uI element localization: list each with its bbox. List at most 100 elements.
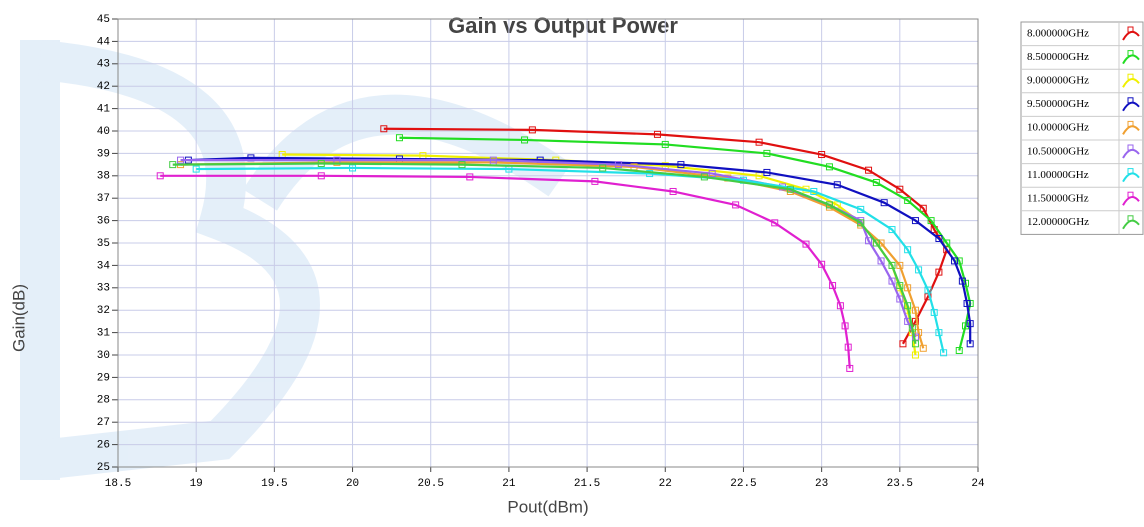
- legend-swatch-marker: [1127, 26, 1134, 33]
- point-marker: [177, 156, 185, 164]
- point-marker: [825, 163, 833, 171]
- legend-label: 9.500000GHz: [1027, 98, 1089, 110]
- point-marker: [156, 172, 164, 180]
- point-marker: [825, 201, 833, 209]
- point-marker: [763, 168, 771, 176]
- point-marker: [614, 161, 622, 169]
- point-marker: [489, 156, 497, 164]
- legend-swatch-marker: [1127, 215, 1134, 222]
- y-tick-label: 42: [97, 81, 110, 93]
- y-tick-label: 36: [97, 216, 110, 228]
- point-marker: [904, 284, 912, 292]
- y-tick-label: 34: [97, 260, 111, 272]
- legend-swatch-marker: [1127, 120, 1134, 127]
- y-tick-label: 26: [97, 440, 110, 452]
- point-marker: [466, 173, 474, 181]
- point-marker: [911, 340, 919, 348]
- point-marker: [349, 164, 357, 172]
- point-marker: [836, 302, 844, 310]
- point-marker: [924, 286, 932, 294]
- legend-label: 12.00000GHz: [1027, 216, 1089, 228]
- y-tick-label: 37: [97, 193, 110, 205]
- series-line: [180, 161, 925, 349]
- y-tick-label: 32: [97, 305, 110, 317]
- point-marker: [940, 349, 948, 357]
- point-marker: [951, 257, 959, 265]
- point-marker: [458, 161, 466, 169]
- point-marker: [896, 261, 904, 269]
- point-marker: [317, 172, 325, 180]
- point-marker: [810, 187, 818, 195]
- point-marker: [896, 185, 904, 193]
- point-marker: [857, 205, 865, 213]
- point-marker: [677, 161, 685, 169]
- point-marker: [700, 173, 708, 181]
- point-marker: [708, 170, 716, 178]
- x-tick-label: 21.5: [574, 478, 600, 490]
- point-marker: [958, 277, 966, 285]
- x-tick-label: 20: [346, 478, 359, 490]
- y-tick-label: 33: [97, 283, 110, 295]
- legend-label: 10.50000GHz: [1027, 145, 1089, 157]
- x-tick-label: 23: [815, 478, 828, 490]
- point-marker: [880, 199, 888, 207]
- y-tick-label: 43: [97, 59, 110, 71]
- point-marker: [846, 364, 854, 372]
- point-marker: [919, 204, 927, 212]
- point-marker: [877, 239, 885, 247]
- point-marker: [888, 261, 896, 269]
- point-marker: [818, 151, 826, 159]
- point-marker: [943, 239, 951, 247]
- point-marker: [915, 266, 923, 274]
- x-tick-label: 19: [190, 478, 203, 490]
- point-marker: [908, 324, 916, 332]
- x-tick-label: 24: [971, 478, 985, 490]
- series-line: [160, 174, 851, 369]
- legend-swatch-marker: [1127, 168, 1134, 175]
- legend-swatch-marker: [1127, 97, 1134, 104]
- legend-label: 11.00000GHz: [1027, 169, 1089, 181]
- series-line: [196, 166, 945, 354]
- point-marker: [872, 239, 880, 247]
- x-tick-label: 23.5: [887, 478, 913, 490]
- point-marker: [771, 219, 779, 227]
- point-marker: [802, 240, 810, 248]
- legend-swatch-marker: [1127, 73, 1134, 80]
- x-axis-label: Pout(dBm): [507, 497, 588, 516]
- point-marker: [818, 260, 826, 268]
- watermark-stroke: [37, 40, 320, 480]
- point-marker: [963, 299, 971, 307]
- point-marker: [653, 130, 661, 138]
- y-tick-label: 27: [97, 417, 110, 429]
- point-marker: [872, 179, 880, 187]
- legend-swatch-marker: [1127, 191, 1134, 198]
- x-tick-label: 21: [502, 478, 516, 490]
- point-marker: [927, 217, 935, 225]
- x-tick-label: 22: [659, 478, 672, 490]
- point-marker: [911, 351, 919, 359]
- point-marker: [911, 317, 919, 325]
- point-marker: [888, 226, 896, 234]
- chart-title: Gain vs Output Power: [448, 13, 678, 38]
- point-marker: [755, 138, 763, 146]
- y-tick-label: 45: [97, 14, 110, 26]
- legend-swatch-marker: [1127, 144, 1134, 151]
- point-marker: [911, 217, 919, 225]
- point-marker: [896, 282, 904, 290]
- y-tick-label: 44: [97, 36, 111, 48]
- point-marker: [395, 134, 403, 142]
- y-axis-label: Gain(dB): [9, 284, 28, 352]
- y-tick-label: 30: [97, 350, 110, 362]
- point-marker: [935, 235, 943, 243]
- point-marker: [877, 257, 885, 265]
- point-marker: [380, 125, 388, 133]
- point-marker: [833, 181, 841, 189]
- point-marker: [865, 166, 873, 174]
- point-marker: [169, 161, 177, 169]
- point-marker: [829, 282, 837, 290]
- y-tick-label: 40: [97, 126, 110, 138]
- point-marker: [865, 237, 873, 245]
- point-marker: [646, 170, 654, 178]
